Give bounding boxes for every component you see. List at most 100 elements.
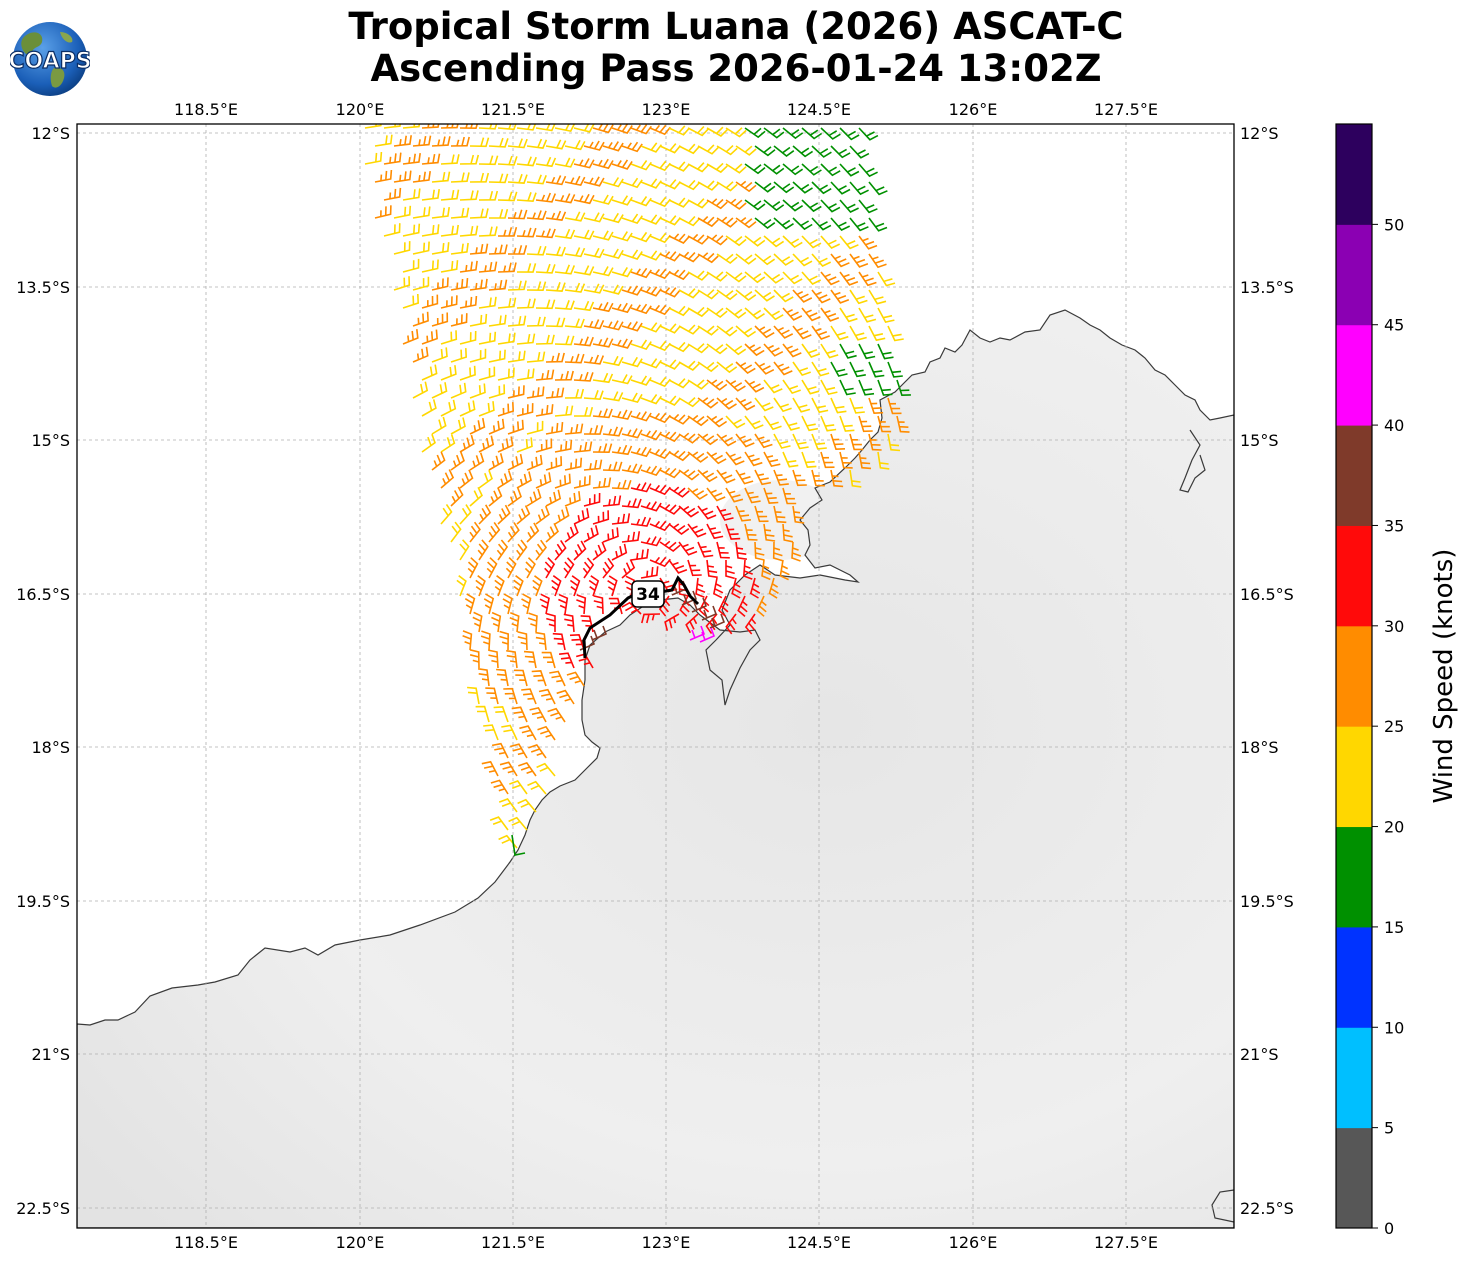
wind-barb — [668, 378, 690, 389]
wind-barb — [792, 181, 813, 194]
wind-barb — [735, 180, 757, 193]
wind-barb — [546, 612, 556, 632]
wind-barb — [421, 433, 436, 453]
wind-barb — [773, 253, 794, 266]
lon-label: 124.5°E — [787, 100, 851, 119]
wind-barb — [792, 325, 812, 340]
wind-barb — [782, 487, 797, 505]
wind-barb — [621, 285, 643, 296]
wind-barb — [488, 208, 509, 219]
wind-barb — [554, 335, 575, 346]
wind-barb — [535, 438, 553, 453]
wind-barb — [488, 487, 503, 507]
wind-barb — [763, 523, 776, 542]
wind-barb — [811, 325, 830, 340]
wind-barb — [583, 212, 605, 223]
wind-barb — [483, 724, 499, 741]
wind-barb — [697, 397, 719, 409]
wind-barb — [402, 293, 420, 309]
wind-barb — [678, 541, 698, 556]
wind-barb — [868, 433, 882, 451]
wind-barb — [735, 397, 756, 411]
wind-barb — [668, 305, 690, 317]
wind-barb — [526, 488, 542, 507]
wind-barb — [459, 469, 474, 489]
wind-barb — [573, 193, 595, 205]
wind-barb — [469, 486, 483, 507]
wind-barb — [649, 484, 671, 496]
wind-barb — [459, 539, 470, 561]
wind-barb — [761, 559, 772, 581]
wind-barb — [640, 322, 662, 333]
wind-barb — [516, 403, 534, 417]
wind-barb — [488, 521, 501, 543]
wind-barb — [450, 382, 467, 399]
wind-barb — [497, 155, 518, 166]
wind-barb — [516, 333, 536, 345]
wind-barb — [516, 124, 537, 131]
colorbar-frame — [1335, 123, 1373, 1229]
wind-barb — [668, 486, 690, 498]
wind-barb — [678, 469, 700, 481]
wind-barb — [412, 311, 429, 327]
wind-barb — [412, 206, 431, 219]
wind-barb — [811, 145, 832, 158]
wind-barb — [519, 725, 537, 741]
wind-barb — [491, 742, 509, 759]
wind-barb — [412, 346, 429, 363]
wind-barb — [564, 353, 585, 364]
wind-barb — [697, 541, 714, 558]
wind-barb — [792, 145, 814, 158]
wind-barb — [535, 228, 556, 239]
wind-barb — [507, 487, 522, 507]
wind-barb — [563, 557, 575, 579]
wind-barb — [493, 706, 509, 723]
wind-barb — [849, 325, 867, 341]
wind-barb — [472, 611, 483, 633]
wind-barb — [554, 439, 573, 453]
wind-barb — [782, 451, 799, 468]
wind-barb — [440, 503, 453, 525]
wind-barb — [402, 329, 419, 345]
wind-barb — [497, 436, 514, 453]
lat-label: 18°S — [1240, 738, 1279, 757]
wind-barb — [725, 198, 747, 210]
wind-barb — [820, 235, 841, 249]
wind-barb — [554, 124, 576, 133]
wind-barb — [564, 523, 579, 543]
wind-barb — [440, 330, 458, 345]
wind-barb — [839, 343, 857, 359]
wind-barb — [592, 337, 614, 348]
wind-barb — [687, 233, 709, 245]
wind-barb — [630, 548, 649, 561]
wind-barb — [412, 381, 429, 399]
wind-barb — [517, 798, 537, 813]
wind-barb — [511, 706, 528, 723]
wind-barb — [735, 216, 757, 229]
wind-barb — [725, 163, 747, 174]
wind-barb — [564, 388, 585, 399]
wind-barb — [773, 469, 789, 486]
title-line-2: Ascending Pass 2026-01-24 13:02Z — [370, 47, 1102, 90]
colorbar-segment — [1336, 124, 1372, 225]
wind-barb — [754, 397, 774, 412]
wind-barb — [668, 161, 690, 172]
wind-barb — [583, 354, 605, 365]
wind-barb — [820, 271, 840, 286]
wind-barb — [478, 366, 496, 381]
wind-barb — [459, 124, 479, 130]
wind-barb — [497, 297, 517, 309]
wind-barb — [725, 613, 737, 635]
wind-barb — [535, 299, 556, 310]
wind-barb — [554, 193, 576, 204]
wind-barb — [830, 397, 847, 414]
wind-barb — [763, 199, 785, 212]
wind-barb — [621, 249, 643, 260]
colorbar-segment — [1336, 525, 1372, 627]
wind-barb — [431, 382, 448, 399]
wind-barb — [763, 163, 785, 175]
wind-barb — [649, 232, 671, 244]
wind-barb — [763, 379, 783, 394]
wind-barb — [659, 504, 681, 515]
lon-label: 126°E — [949, 100, 998, 119]
